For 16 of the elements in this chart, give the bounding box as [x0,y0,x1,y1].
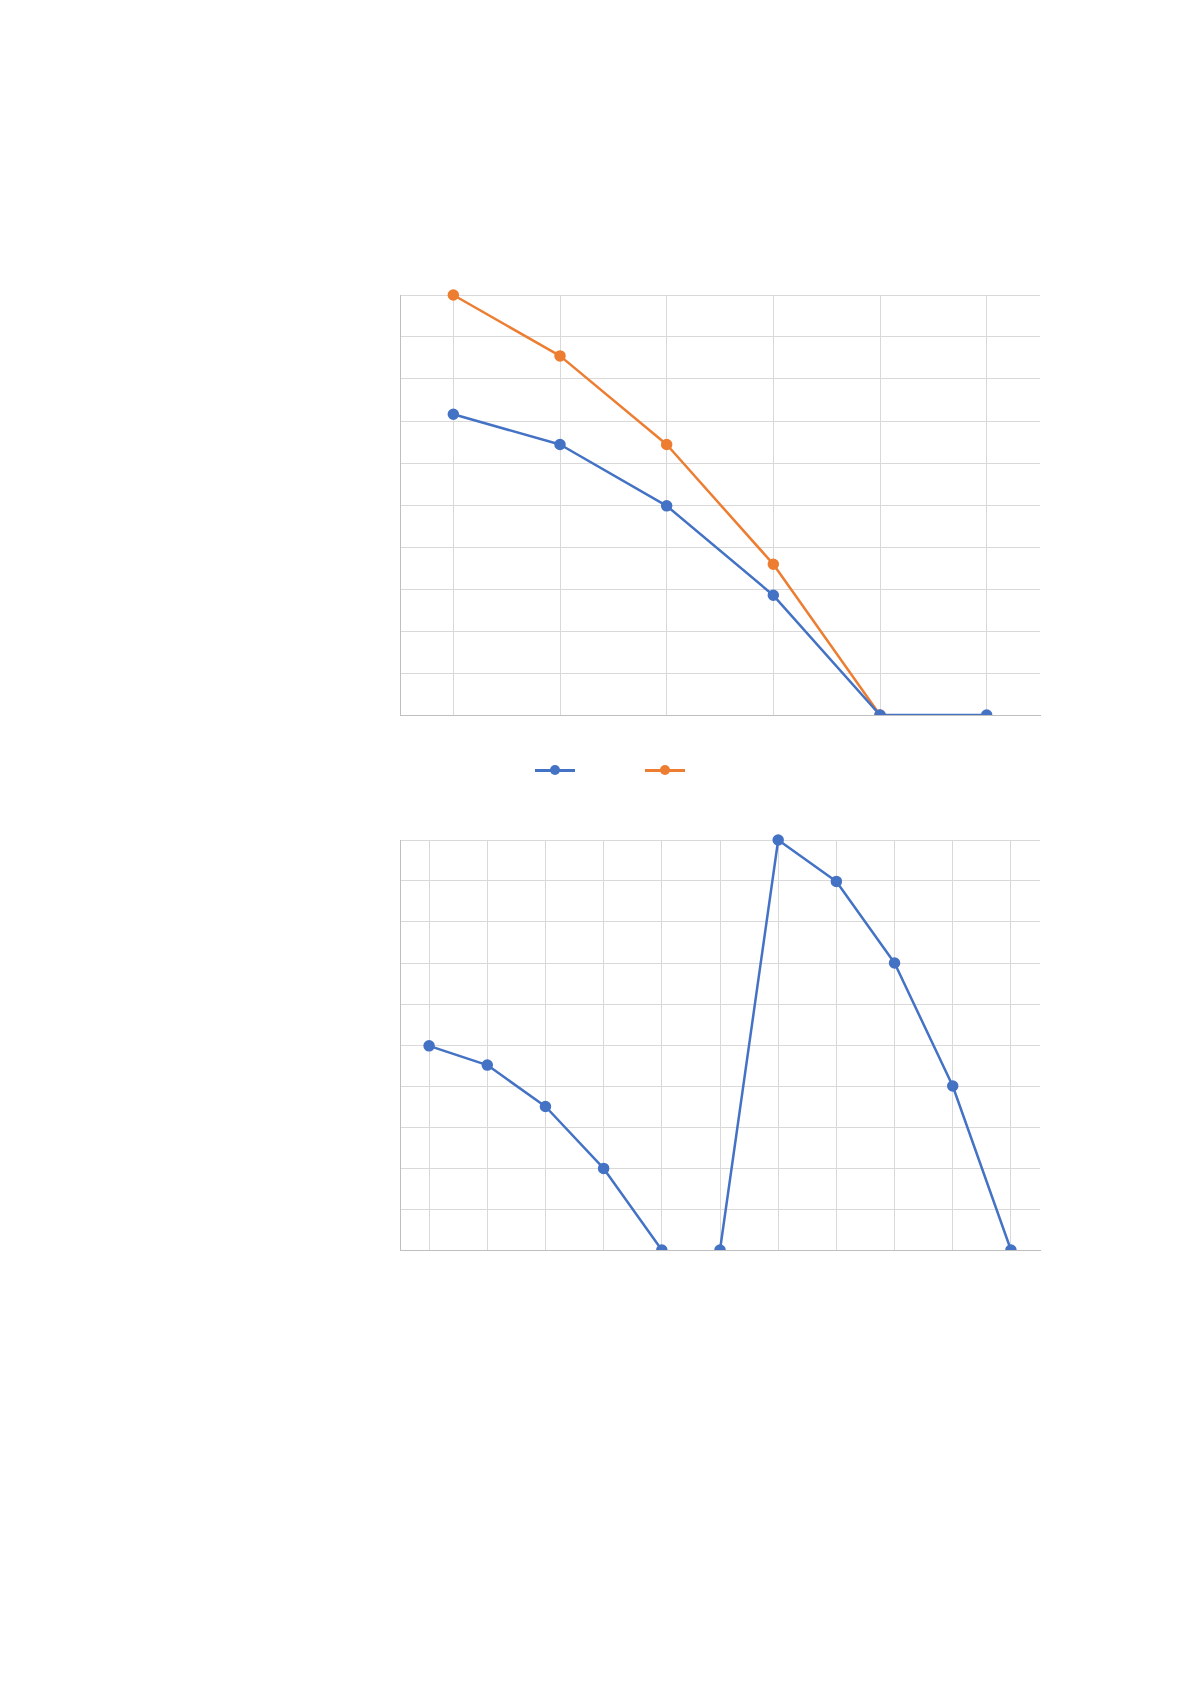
point [447,408,460,421]
point [481,1059,494,1071]
point [830,875,843,888]
point [554,438,566,451]
point [660,438,673,451]
point [423,1040,435,1052]
point [772,834,784,846]
point [660,500,673,512]
point [946,1080,959,1092]
point [447,289,460,301]
point [767,589,780,602]
point [767,558,780,570]
point [539,1100,552,1113]
point [888,957,901,969]
point [597,1162,610,1175]
point [554,350,566,362]
